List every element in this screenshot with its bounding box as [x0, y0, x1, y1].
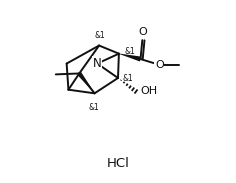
Text: O: O	[155, 60, 164, 70]
Text: &1: &1	[124, 47, 135, 56]
Text: O: O	[138, 27, 147, 38]
Text: HCl: HCl	[107, 157, 129, 170]
Text: OH: OH	[140, 87, 158, 96]
Polygon shape	[77, 72, 95, 93]
Text: &1: &1	[95, 31, 105, 40]
Text: &1: &1	[122, 74, 133, 83]
Text: &1: &1	[88, 103, 99, 112]
Polygon shape	[119, 53, 141, 61]
Text: N: N	[93, 57, 102, 70]
